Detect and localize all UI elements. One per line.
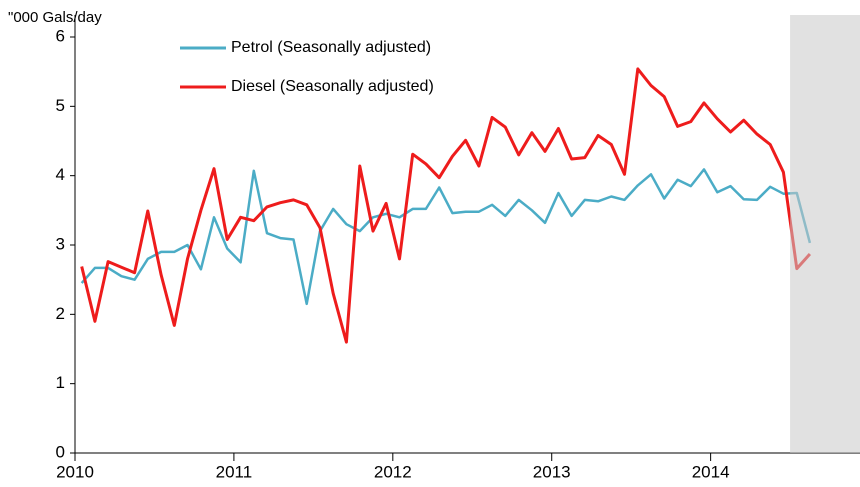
x-tick-label: 2014 <box>692 462 730 481</box>
shaded-region <box>790 15 860 453</box>
y-tick-label: 1 <box>56 373 65 392</box>
y-tick-label: 4 <box>56 165 65 184</box>
x-tick-label: 2011 <box>216 462 253 481</box>
y-tick-label: 0 <box>56 442 65 461</box>
x-tick-label: 2012 <box>374 462 412 481</box>
y-tick-label: 5 <box>56 96 65 115</box>
data-line <box>80 168 812 306</box>
y-tick-label: 6 <box>56 26 65 45</box>
legend-label: Petrol (Seasonally adjusted) <box>231 39 431 56</box>
legend-label: Diesel (Seasonally adjusted) <box>231 78 434 95</box>
y-tick-label: 2 <box>56 304 65 323</box>
data-line <box>80 67 812 344</box>
x-tick-label: 2013 <box>533 462 571 481</box>
y-tick-label: 3 <box>56 234 65 253</box>
x-tick-label: 2010 <box>56 462 94 481</box>
y-axis-label: "000 Gals/day <box>8 9 102 26</box>
